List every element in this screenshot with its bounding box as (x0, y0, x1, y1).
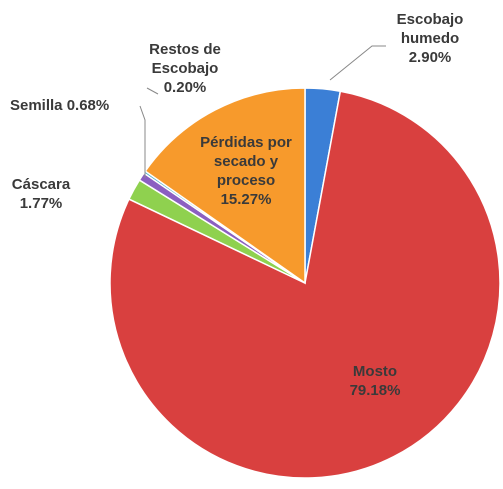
pie-slice (109, 90, 501, 479)
slice-label: Cáscara 1.77% (6, 175, 76, 213)
leader-line (146, 87, 159, 95)
category-label: Pérdidas por secado y proceso (200, 134, 292, 189)
pie-slice (144, 87, 306, 285)
slice-label: Semilla 0.68% (10, 96, 150, 115)
value-label: 0.68% (66, 97, 110, 114)
slice-label: Pérdidas por secado y proceso 15.27% (196, 133, 296, 209)
value-label: 2.90% (408, 49, 452, 66)
slice-label: Mosto 79.18% (325, 362, 425, 400)
category-label: Escobajo humedo (396, 11, 464, 47)
slice-label: Restos de Escobajo 0.20% (130, 40, 240, 97)
value-label: 15.27% (220, 191, 272, 208)
leader-line (329, 45, 386, 81)
slice-label: Escobajo humedo 2.90% (375, 10, 485, 67)
value-label: 79.18% (349, 382, 401, 399)
category-label: Cáscara (11, 176, 71, 193)
slices (109, 87, 501, 479)
category-label: Mosto (352, 363, 398, 380)
leader-line (139, 105, 146, 178)
value-label: 0.20% (163, 79, 207, 96)
category-label: Semilla (10, 97, 63, 114)
category-label: Restos de Escobajo (149, 41, 221, 77)
value-label: 1.77% (19, 195, 63, 212)
